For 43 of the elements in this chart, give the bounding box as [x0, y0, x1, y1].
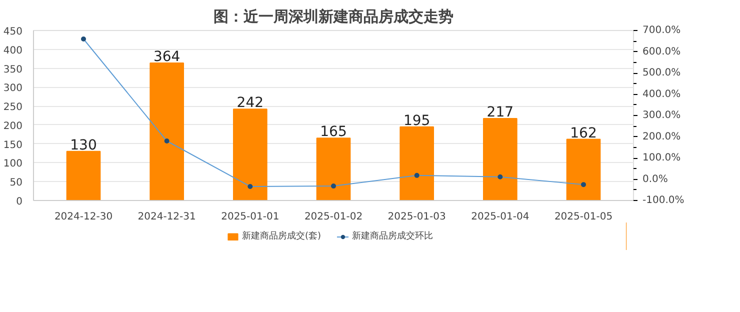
data-label: 195: [403, 112, 430, 129]
y-tick-label: 100: [3, 158, 23, 170]
data-label: 242: [236, 95, 264, 112]
y2-tick-label: 500.0%: [642, 68, 681, 78]
bar: [150, 62, 184, 200]
y2-tick-label: 700.0%: [642, 25, 681, 36]
y2-tick-label: 100.0%: [642, 152, 681, 164]
legend-label: 新建商品房成交环比: [352, 230, 434, 242]
bar: [316, 138, 351, 200]
x-tick-label: 2025-01-01: [221, 212, 280, 222]
bar: [400, 126, 434, 200]
x-tick-label: 2025-01-03: [388, 212, 446, 222]
bar: [233, 108, 268, 200]
data-label: 162: [570, 125, 597, 142]
data-label: 364: [153, 48, 180, 65]
x-tick-label: 2024-12-31: [138, 212, 196, 222]
y-tick-label: 400: [3, 45, 23, 56]
x-tick-label: 2024-12-30: [54, 212, 113, 222]
y2-tick-label: -100.0%: [642, 195, 684, 206]
y2-tick-label: 400.0%: [642, 88, 681, 100]
y-tick-label: 0: [16, 196, 23, 208]
legend-label: 新建商品房成交(套): [242, 230, 322, 242]
y-tick-label: 50: [10, 178, 23, 189]
y2-tick-label: 300.0%: [642, 110, 681, 121]
y2-tick-label: 600.0%: [642, 46, 681, 58]
y2-tick-label: 0.0%: [642, 174, 668, 185]
bar: [566, 138, 601, 200]
y-tick-label: 150: [3, 140, 23, 151]
x-tick-label: 2025-01-05: [554, 212, 613, 222]
data-label: 217: [486, 104, 514, 121]
data-label: 130: [70, 137, 97, 154]
y-tick-label: 350: [3, 64, 23, 76]
y-tick-label: 250: [3, 102, 23, 114]
x-tick-label: 2025-01-02: [304, 212, 363, 222]
y2-tick-label: 200.0%: [642, 131, 681, 142]
chart-title: 图：近一周深圳新建商品房成交走势: [214, 8, 454, 26]
y-tick-label: 300: [3, 83, 23, 94]
bar: [66, 150, 101, 200]
x-tick-label: 2025-01-04: [471, 212, 530, 222]
y-tick-label: 200: [3, 120, 23, 132]
y-tick-label: 450: [3, 26, 23, 38]
data-label: 165: [320, 124, 347, 140]
bar: [483, 118, 518, 200]
